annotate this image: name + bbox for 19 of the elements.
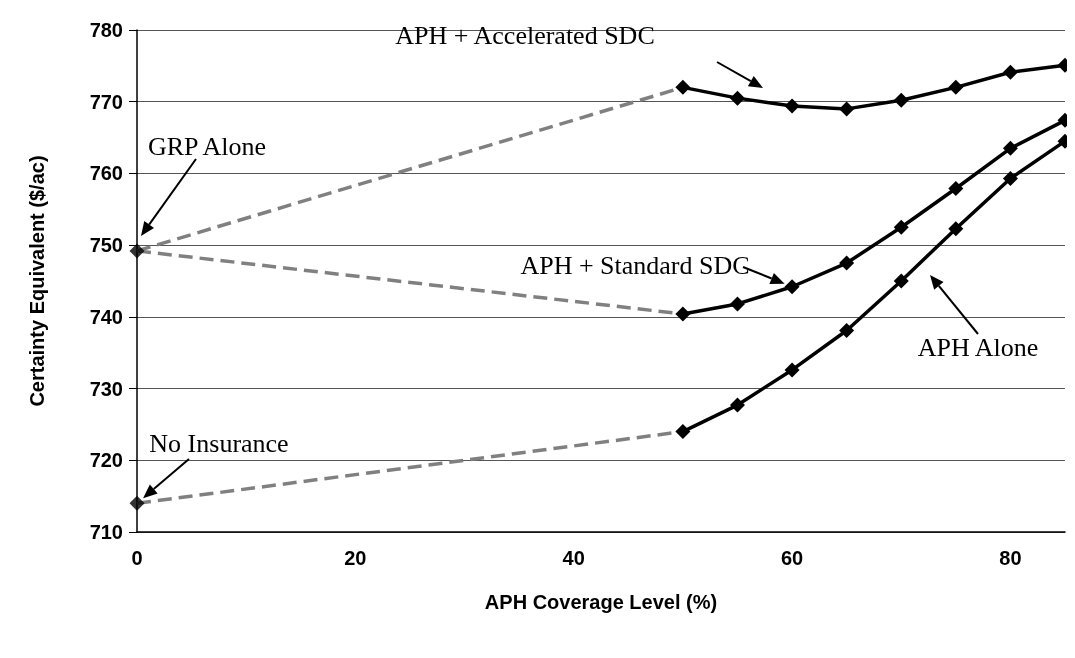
x-tick-label: 20 xyxy=(344,547,367,569)
annotation: GRP Alone xyxy=(147,131,267,161)
annotation: APH Alone xyxy=(917,332,1039,362)
x-tick-label: 80 xyxy=(999,547,1022,569)
y-tick-label: 780 xyxy=(89,19,123,41)
y-tick-label: 740 xyxy=(89,305,123,328)
y-tick-label: 750 xyxy=(89,234,123,257)
annotation: No Insurance xyxy=(149,428,289,458)
y-tick-label: 770 xyxy=(89,90,123,113)
x-tick-label: 0 xyxy=(131,547,143,569)
x-tick-label: 60 xyxy=(780,547,804,569)
y-tick-label: 710 xyxy=(89,521,123,543)
y-tick-label: 760 xyxy=(89,162,123,185)
y-tick-label: 730 xyxy=(89,377,123,400)
x-tick-label: 40 xyxy=(562,547,585,569)
y-tick-label: 720 xyxy=(89,449,123,472)
annotation: APH + Standard SDC xyxy=(520,250,750,280)
x-axis-title: APH Coverage Level (%) xyxy=(484,591,718,613)
y-axis-title: Certainty Equivalent ($/ac) xyxy=(26,155,48,407)
